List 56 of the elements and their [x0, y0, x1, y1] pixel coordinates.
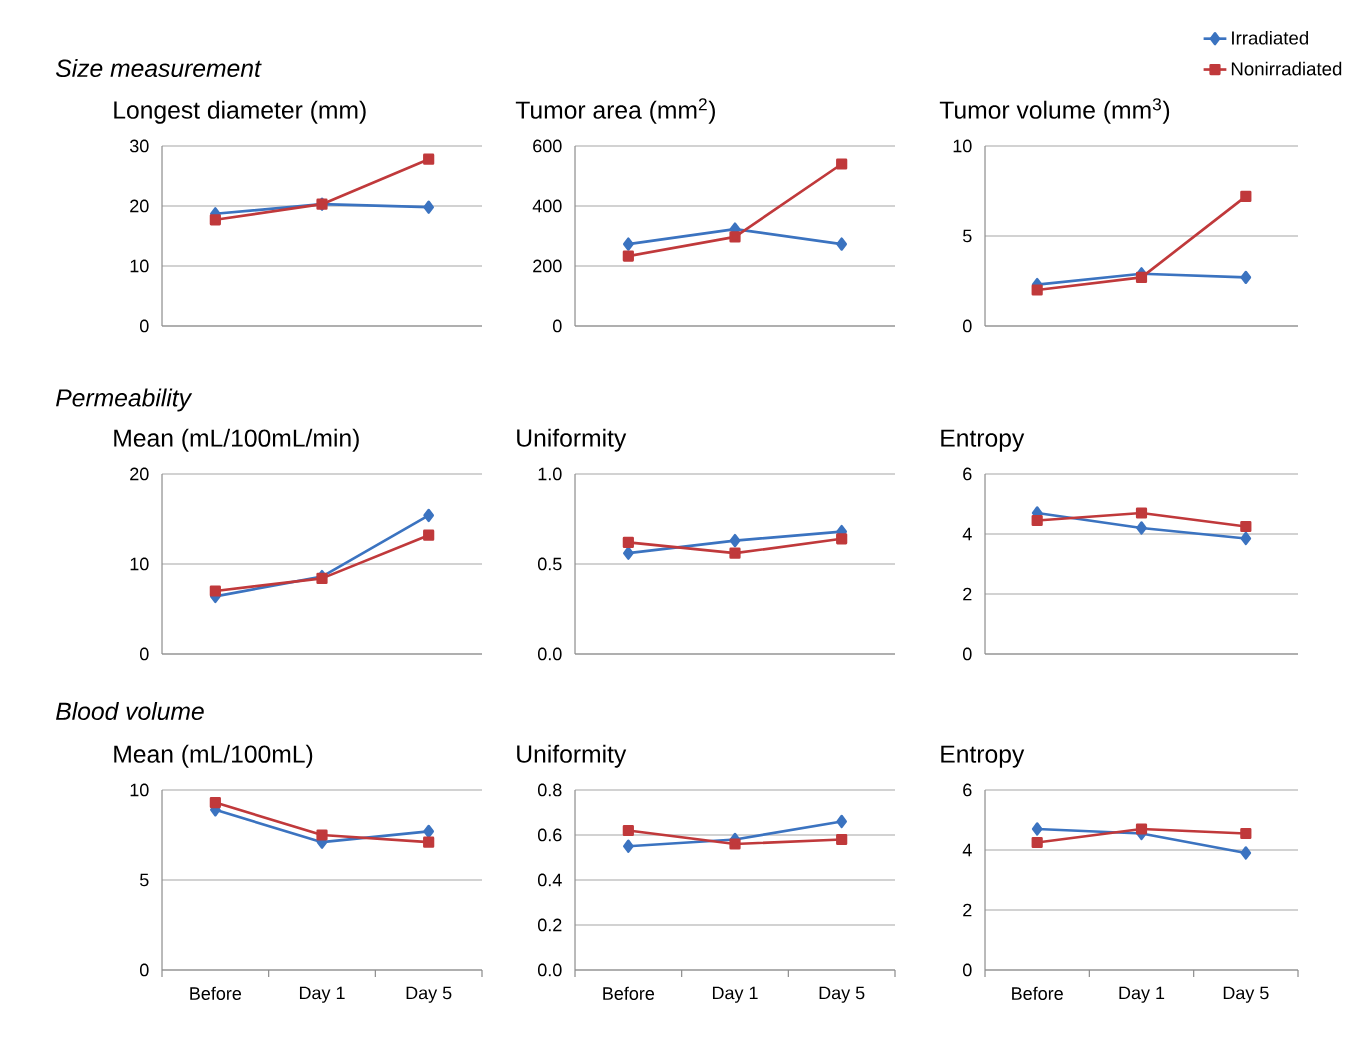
chart-title: Uniformity: [517, 428, 627, 452]
x-tick-label: Day 1: [712, 986, 758, 1003]
y-tick-label: 6: [963, 783, 972, 797]
y-tick-label: 10: [130, 783, 149, 797]
y-tick-label: 0: [140, 319, 149, 333]
chart-title: Entropy: [941, 429, 1025, 452]
y-tick-label: 30: [129, 139, 149, 153]
y-tick-label: 0.8: [537, 783, 562, 797]
y-tick-label: 0.0: [537, 647, 562, 661]
x-tick-label: Day 5: [1223, 986, 1269, 1003]
y-tick-label: 0.6: [537, 828, 562, 842]
y-tick-label: 600: [533, 139, 562, 153]
x-tick-label: Day 1: [299, 986, 345, 1003]
chart-title: Tumor volume (mm$^{3}$): [939, 98, 1170, 124]
text: Blood volume: [56, 701, 204, 721]
chart-title: Tumor area (mm$^{2}$): [515, 98, 715, 124]
chart-title: Mean (mL/100mL): [114, 744, 313, 768]
y-tick-label: 0: [963, 647, 972, 661]
y-tick-label: 4: [962, 843, 972, 857]
y-tick-label: 4: [962, 527, 972, 541]
text: Permeability: [56, 388, 193, 412]
y-tick-label: 0.2: [537, 918, 562, 932]
y-tick-label: 0: [553, 319, 562, 333]
x-tick-label: Day 5: [406, 986, 452, 1003]
y-tick-label: 5: [963, 229, 972, 243]
y-tick-label: 200: [533, 259, 562, 273]
y-tick-label: 2: [963, 587, 972, 601]
y-tick-label: 0.5: [537, 557, 562, 571]
y-tick-label: 0: [963, 319, 972, 333]
y-tick-label: 0: [963, 963, 972, 977]
chart-title: Entropy: [941, 745, 1025, 768]
y-tick-label: 0.0: [537, 963, 562, 977]
x-tick-label: Before: [190, 986, 242, 1000]
x-tick-label: Day 1: [1119, 986, 1165, 1003]
legend-label: Irradiated: [1232, 30, 1309, 45]
x-tick-label: Before: [603, 986, 655, 1000]
y-tick-label: 10: [130, 557, 149, 571]
x-tick-label: Day 5: [819, 986, 865, 1003]
y-tick-label: 0.4: [537, 873, 562, 887]
y-tick-label: 10: [130, 259, 149, 273]
chart-title: Uniformity: [517, 744, 627, 768]
y-tick-label: 1.0: [538, 467, 562, 481]
y-tick-label: 2: [963, 903, 972, 917]
y-tick-label: 6: [963, 467, 972, 481]
chart-title: Longest diameter (mm): [114, 100, 366, 124]
text: Size measurement: [55, 58, 262, 78]
legend-label: Nonirradiated: [1231, 61, 1342, 76]
y-tick-label: 20: [130, 467, 149, 481]
y-tick-label: 20: [130, 199, 149, 213]
x-tick-label: Before: [1012, 986, 1063, 1000]
y-tick-label: 10: [953, 139, 972, 153]
chart-title: Mean (mL/100mL/min): [114, 428, 359, 452]
y-tick-label: 0: [140, 647, 149, 661]
y-tick-label: 5: [140, 873, 149, 887]
y-tick-label: 0: [140, 963, 149, 977]
y-tick-label: 400: [532, 199, 562, 213]
